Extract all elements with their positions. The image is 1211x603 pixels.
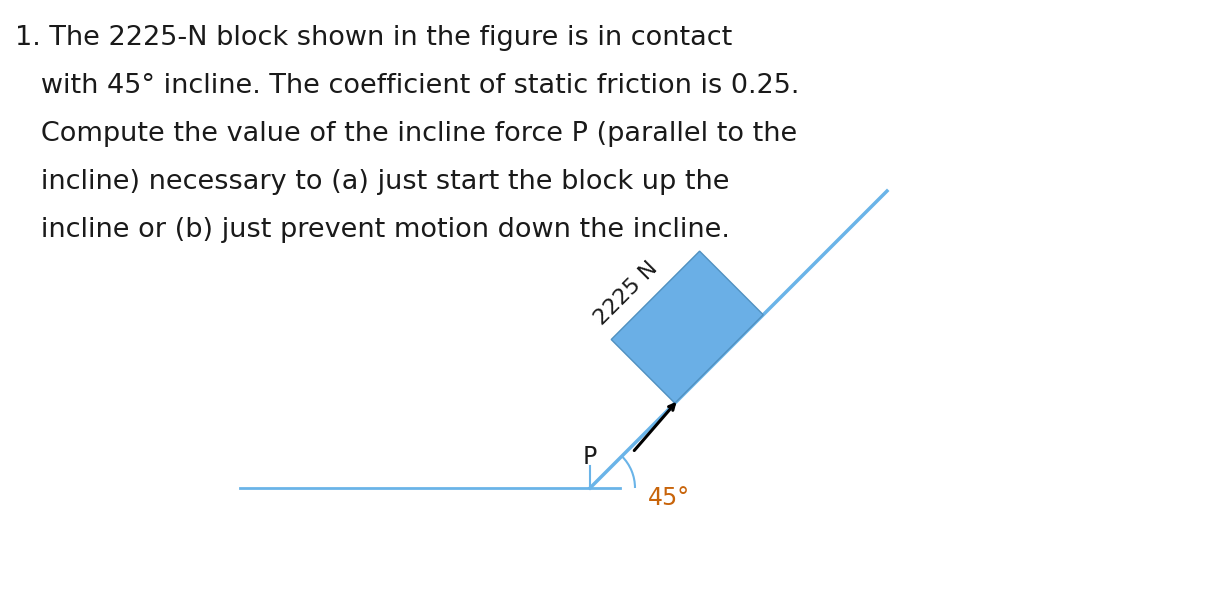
Text: 45°: 45° bbox=[648, 486, 690, 510]
Text: 2225 N: 2225 N bbox=[591, 257, 662, 329]
Text: incline) necessary to (a) just start the block up the: incline) necessary to (a) just start the… bbox=[15, 169, 729, 195]
Text: incline or (b) just prevent motion down the incline.: incline or (b) just prevent motion down … bbox=[15, 217, 730, 243]
Text: Compute the value of the incline force P (parallel to the: Compute the value of the incline force P… bbox=[15, 121, 797, 147]
Polygon shape bbox=[612, 251, 763, 403]
Text: with 45° incline. The coefficient of static friction is 0.25.: with 45° incline. The coefficient of sta… bbox=[15, 73, 799, 99]
Text: P: P bbox=[582, 445, 597, 469]
Text: 1. The 2225-N block shown in the figure is in contact: 1. The 2225-N block shown in the figure … bbox=[15, 25, 733, 51]
